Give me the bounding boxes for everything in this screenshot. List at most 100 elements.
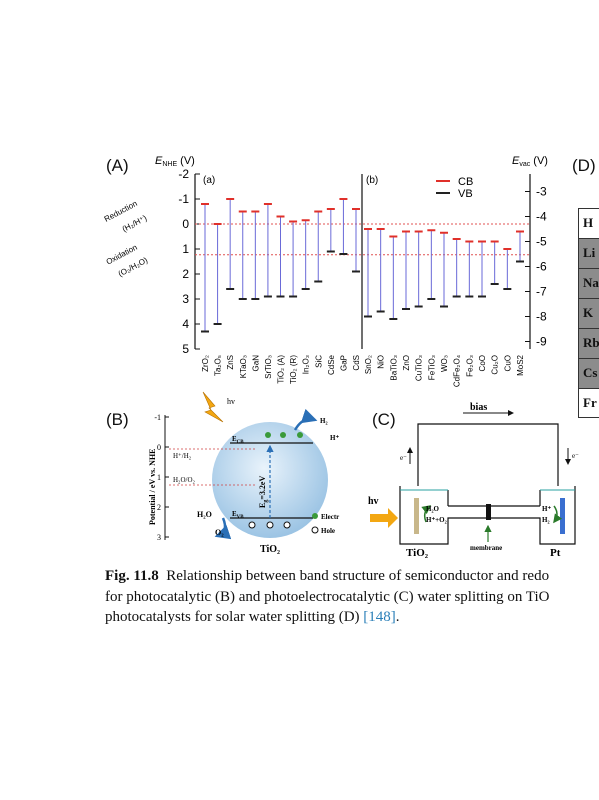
material-label-1-3: ZnO xyxy=(402,355,411,371)
table-row-cs: Cs xyxy=(578,358,599,388)
hole-legend-icon xyxy=(311,526,319,534)
material-label-0-11: GaP xyxy=(339,355,348,371)
left-tick-label-5: 3 xyxy=(182,292,189,306)
tick-0: 0 xyxy=(157,443,161,452)
left-tick-label-7: 5 xyxy=(182,342,189,356)
electrons xyxy=(265,432,303,438)
photocatalysis-diagram: -1 0 1 2 3 Potential / eV vs. NHE hv ECB… xyxy=(148,391,339,555)
material-label-0-1: Ta₂O₅ xyxy=(214,355,223,376)
anode-label: TiO₂ xyxy=(406,547,429,559)
panel-b-label: (B) xyxy=(106,410,129,429)
material-label-1-5: FeTiO₃ xyxy=(427,355,436,380)
left-tick-label-1: -1 xyxy=(178,192,189,206)
lightning-icon xyxy=(202,391,224,423)
material-label-0-7: TiO₂ (R) xyxy=(289,355,298,384)
membrane-label: membrane xyxy=(470,544,502,552)
cell-walls xyxy=(447,490,541,506)
material-label-0-5: SrTiO₃ xyxy=(264,355,273,379)
material-label-1-7: CdFe₂O₄ xyxy=(453,355,462,387)
material-label-0-3: KTaO₃ xyxy=(239,355,248,378)
material-label-0-4: GaN xyxy=(251,355,260,372)
material-label-0-2: ZnS xyxy=(226,355,235,370)
panel-c-label: (C) xyxy=(372,410,396,429)
table-row-k: K xyxy=(578,298,599,328)
left-reaction-arrow xyxy=(421,505,432,523)
evb-label: EVB xyxy=(232,510,244,520)
e-left-label: e⁻ xyxy=(400,454,407,462)
group-label-0: (a) xyxy=(203,175,215,186)
left-tick-label-3: 1 xyxy=(182,242,189,256)
ecb-label: ECB xyxy=(232,435,244,445)
figure-number: Fig. 11.8 xyxy=(105,568,159,584)
material-label-0-6: TiO₂ (A) xyxy=(277,355,286,384)
electron-legend: Electr xyxy=(321,513,339,521)
material-label-0-8: In₂O₃ xyxy=(302,355,311,374)
band-structure-chart: -2 -1 0 1 2 3 4 5 ENHE (V) -3 -4 -5 -6 -7 -8 -9 Evac (V)… xyxy=(103,155,548,387)
pec-cell-diagram: bias e⁻ e⁻ hv H₂O H⁺+O₂ H⁺ H₂ membrane T… xyxy=(368,402,579,559)
material-label-1-12: MoS2 xyxy=(516,354,525,375)
electron-legend-icon xyxy=(312,513,318,519)
tio2-label: TiO₂ xyxy=(260,544,280,555)
hplus-label: H⁺ xyxy=(330,434,339,442)
material-label-1-10: Cu₂O xyxy=(491,355,500,375)
left-bottom-label: H⁺+O₂ xyxy=(426,516,447,524)
figure-caption: Fig. 11.8 Relationship between band stru… xyxy=(105,566,599,628)
caption-text-1: Relationship between band structure of s… xyxy=(166,568,550,584)
left-tick-label-4: 2 xyxy=(182,267,189,281)
tio2-electrode xyxy=(414,498,419,534)
left-tick-label-6: 4 xyxy=(182,317,189,331)
right-tick-label-1: -4 xyxy=(536,210,547,224)
material-label-1-9: CoO xyxy=(478,355,487,371)
legend-label-cb: CB xyxy=(458,176,473,188)
potential-axis-label: Potential / eV vs. NHE xyxy=(148,448,157,525)
tick-2: 2 xyxy=(157,503,161,512)
table-row-fr: Fr xyxy=(578,388,599,418)
bandgap-label: Eg=3.2eV xyxy=(258,476,269,508)
caption-line-1: Fig. 11.8 Relationship between band stru… xyxy=(105,566,599,587)
caption-line-3: photocatalysts for solar water splitting… xyxy=(105,607,599,628)
potential-ticks xyxy=(165,416,169,538)
material-label-0-9: SiC xyxy=(314,355,323,368)
e-right-label: e⁻ xyxy=(572,452,579,460)
element-table: H Li Na K Rb Cs Fr xyxy=(578,208,599,418)
h2-arrow xyxy=(293,408,318,431)
membrane-bar xyxy=(486,504,491,520)
right-tick-label-2: -5 xyxy=(536,235,547,249)
reduction-sublabel: (H₂/H⁺) xyxy=(121,213,149,234)
right-tick-label-3: -6 xyxy=(536,260,547,274)
table-row-rb: Rb xyxy=(578,328,599,358)
group-label-1: (b) xyxy=(366,175,378,186)
holes xyxy=(248,521,291,529)
table-row-na: Na xyxy=(578,268,599,298)
material-label-1-1: NiO xyxy=(377,355,386,369)
reference-link[interactable]: [148] xyxy=(363,609,396,625)
material-label-0-12: CdS xyxy=(352,355,361,371)
bias-wire xyxy=(417,423,559,486)
caption-text-3: photocatalysts for solar water splitting… xyxy=(105,609,364,625)
table-row-li: Li xyxy=(578,238,599,268)
left-axis-title: ENHE (V) xyxy=(155,155,195,168)
legend-label-vb: VB xyxy=(458,188,473,200)
right-tick-label-0: -3 xyxy=(536,185,547,199)
left-tick-label-0: -2 xyxy=(178,167,189,181)
h2-label: H₂ xyxy=(320,417,328,425)
material-label-1-8: Fe₂O₃ xyxy=(465,355,474,377)
h2o-label: H₂O xyxy=(197,510,212,519)
hv-label: hv xyxy=(227,397,235,406)
right-axis-title: Evac (V) xyxy=(512,155,548,168)
bias-label: bias xyxy=(470,402,487,413)
material-label-1-4: CuTiO₃ xyxy=(415,355,424,381)
hole-legend: Hole xyxy=(321,527,335,535)
left-top-label: H₂O xyxy=(426,505,440,513)
panel-d-label: (D) xyxy=(572,156,596,175)
tick-neg1: -1 xyxy=(154,413,161,422)
panel-a-label: (A) xyxy=(106,156,129,175)
right-tick-label-4: -7 xyxy=(536,285,547,299)
material-label-0-10: CdSe xyxy=(327,354,336,375)
pt-electrode xyxy=(560,498,565,534)
caption-period: . xyxy=(395,609,400,625)
o2-label: O₂ xyxy=(215,528,224,537)
material-label-0-0: ZrO₂ xyxy=(201,355,210,372)
o-couple-label: H₂O/O₂ xyxy=(173,476,196,484)
cathode-label: Pt xyxy=(550,547,561,559)
